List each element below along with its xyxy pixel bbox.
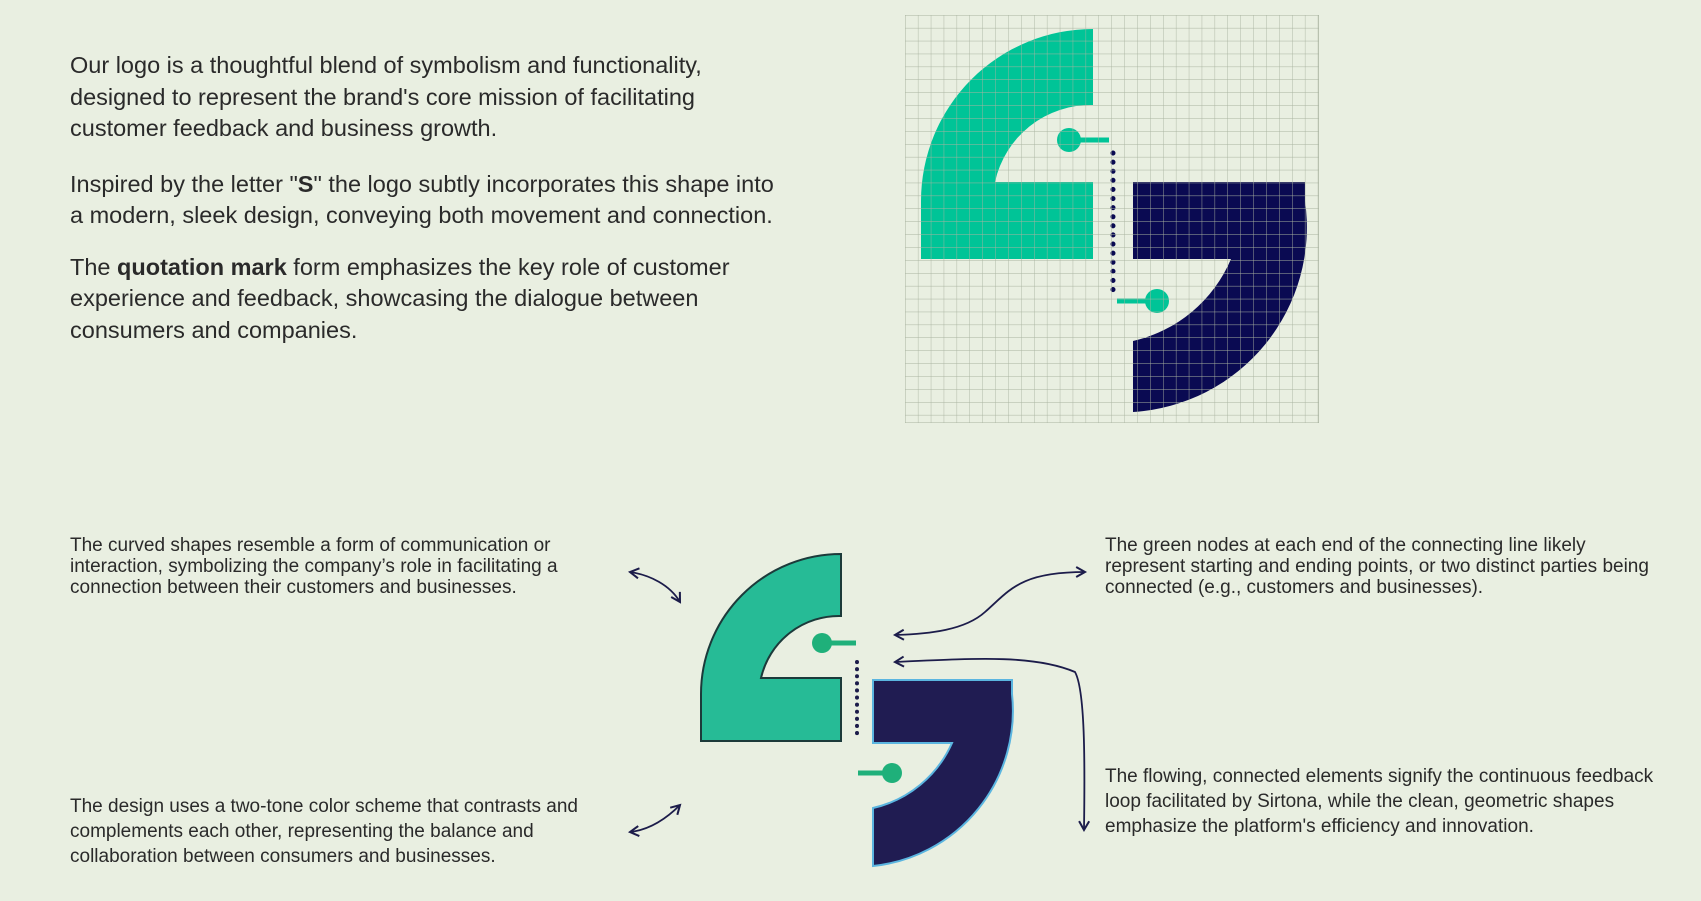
intro-paragraph-2: Inspired by the letter "S" the logo subt… bbox=[70, 169, 790, 232]
intro-paragraph-3: The quotation mark form emphasizes the k… bbox=[70, 252, 790, 347]
node-bottom-annotated bbox=[882, 763, 902, 783]
intro-p3-bold: quotation mark bbox=[117, 253, 287, 280]
note-two-tone: The design uses a two-tone color scheme … bbox=[70, 796, 578, 867]
arrow-curved-shapes bbox=[627, 567, 682, 604]
note-flowing: The flowing, connected elements signify … bbox=[1105, 766, 1654, 837]
intro-p3-before: The bbox=[70, 253, 118, 280]
logo-green-shape-annotated bbox=[700, 552, 842, 742]
note-curved-shapes: The curved shapes resemble a form of com… bbox=[70, 535, 558, 598]
intro-p3-after: form emphasizes the key role of customer… bbox=[70, 253, 730, 343]
intro-p2-after: " the logo subtly incorporates this shap… bbox=[70, 170, 774, 229]
intro-text: Our logo is a thoughtful blend of symbol… bbox=[70, 50, 790, 370]
arrow-two-tone bbox=[627, 803, 682, 837]
arrow-green-nodes bbox=[892, 566, 1088, 641]
note-green-nodes: The green nodes at each end of the conne… bbox=[1105, 535, 1649, 598]
intro-p2-bold: S bbox=[297, 170, 314, 197]
annotated-logo bbox=[627, 552, 1091, 868]
intro-paragraph-1: Our logo is a thoughtful blend of symbol… bbox=[70, 52, 702, 141]
logo-icon-annotated bbox=[700, 552, 1014, 868]
node-top-annotated bbox=[812, 633, 832, 653]
intro-p2-before: Inspired by the letter " bbox=[70, 170, 298, 197]
arrow-flowing bbox=[892, 655, 1091, 833]
logo-grid-construction bbox=[905, 15, 1319, 423]
grid-overlay bbox=[905, 15, 1319, 423]
